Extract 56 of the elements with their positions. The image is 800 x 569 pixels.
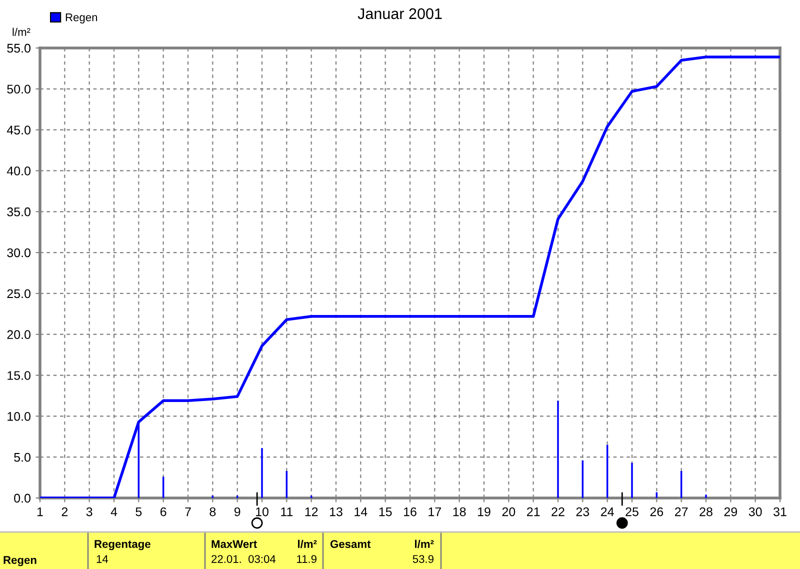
x-tick-label: 15 bbox=[379, 507, 392, 516]
y-tick-label: 35.0 bbox=[7, 207, 30, 216]
x-tick-label: 26 bbox=[650, 507, 664, 516]
x-tick-label: 19 bbox=[478, 507, 490, 516]
x-tick-label: 13 bbox=[330, 507, 342, 516]
x-tick-label: 21 bbox=[527, 507, 540, 516]
x-tick-label: 12 bbox=[305, 507, 318, 516]
y-tick-label: 30.0 bbox=[7, 248, 30, 258]
y-tick-label: 45.0 bbox=[6, 126, 30, 134]
x-tick-label: 4 bbox=[110, 507, 118, 516]
x-tick-label: 14 bbox=[354, 507, 368, 516]
y-tick-label: 0.0 bbox=[14, 494, 30, 503]
text: l/m² bbox=[298, 540, 317, 548]
x-tick-label: 18 bbox=[453, 507, 466, 516]
x-tick-label: 16 bbox=[404, 507, 416, 516]
x-tick-label: 20 bbox=[502, 507, 516, 516]
x-tick-label: 7 bbox=[185, 507, 191, 516]
y-axis-title: l/m² bbox=[12, 28, 30, 36]
text: l/m² bbox=[415, 540, 434, 548]
x-tick-label: 5 bbox=[136, 507, 142, 516]
text: Regentage bbox=[94, 540, 150, 550]
x-tick-label: 8 bbox=[210, 507, 216, 516]
y-tick-label: 5.0 bbox=[14, 452, 30, 462]
text: 22.01. 03:04 bbox=[212, 555, 276, 563]
y-tick-label: 25.0 bbox=[7, 289, 30, 298]
x-tick-label: 25 bbox=[626, 507, 638, 516]
text: MaxWert bbox=[212, 540, 257, 548]
x-tick-label: 1 bbox=[37, 507, 43, 516]
x-tick-label: 2 bbox=[62, 507, 68, 516]
x-tick-label: 30 bbox=[748, 507, 762, 516]
y-tick-label: 55.0 bbox=[7, 44, 30, 53]
text: 11.9 bbox=[297, 555, 316, 563]
x-tick-label: 11 bbox=[281, 507, 293, 516]
x-tick-label: 27 bbox=[675, 507, 688, 516]
x-tick-label: 10 bbox=[256, 507, 268, 516]
text: 14 bbox=[96, 555, 108, 563]
x-tick-label: 29 bbox=[724, 507, 738, 516]
text: 53.9 bbox=[412, 555, 434, 563]
x-tick-label: 6 bbox=[160, 507, 166, 516]
x-tick-label: 31 bbox=[774, 507, 786, 516]
x-tick-label: 24 bbox=[601, 507, 614, 516]
x-tick-label: 23 bbox=[576, 507, 590, 516]
x-tick-label: 22 bbox=[552, 507, 564, 516]
y-tick-label: 10.0 bbox=[8, 412, 30, 421]
y-tick-label: 20.0 bbox=[7, 330, 30, 340]
legend-label: Regen bbox=[66, 13, 98, 24]
x-tick-label: 3 bbox=[86, 507, 92, 516]
y-tick-label: 15.0 bbox=[8, 371, 30, 380]
x-tick-label: 28 bbox=[700, 507, 712, 516]
text: Regen bbox=[4, 556, 36, 566]
x-tick-label: 9 bbox=[234, 507, 240, 516]
chart-title: Januar 2001 bbox=[358, 8, 442, 20]
y-tick-label: 40.0 bbox=[6, 166, 30, 176]
y-tick-label: 50.0 bbox=[7, 84, 30, 94]
text: Gesamt bbox=[330, 540, 371, 548]
x-tick-label: 17 bbox=[428, 507, 441, 516]
